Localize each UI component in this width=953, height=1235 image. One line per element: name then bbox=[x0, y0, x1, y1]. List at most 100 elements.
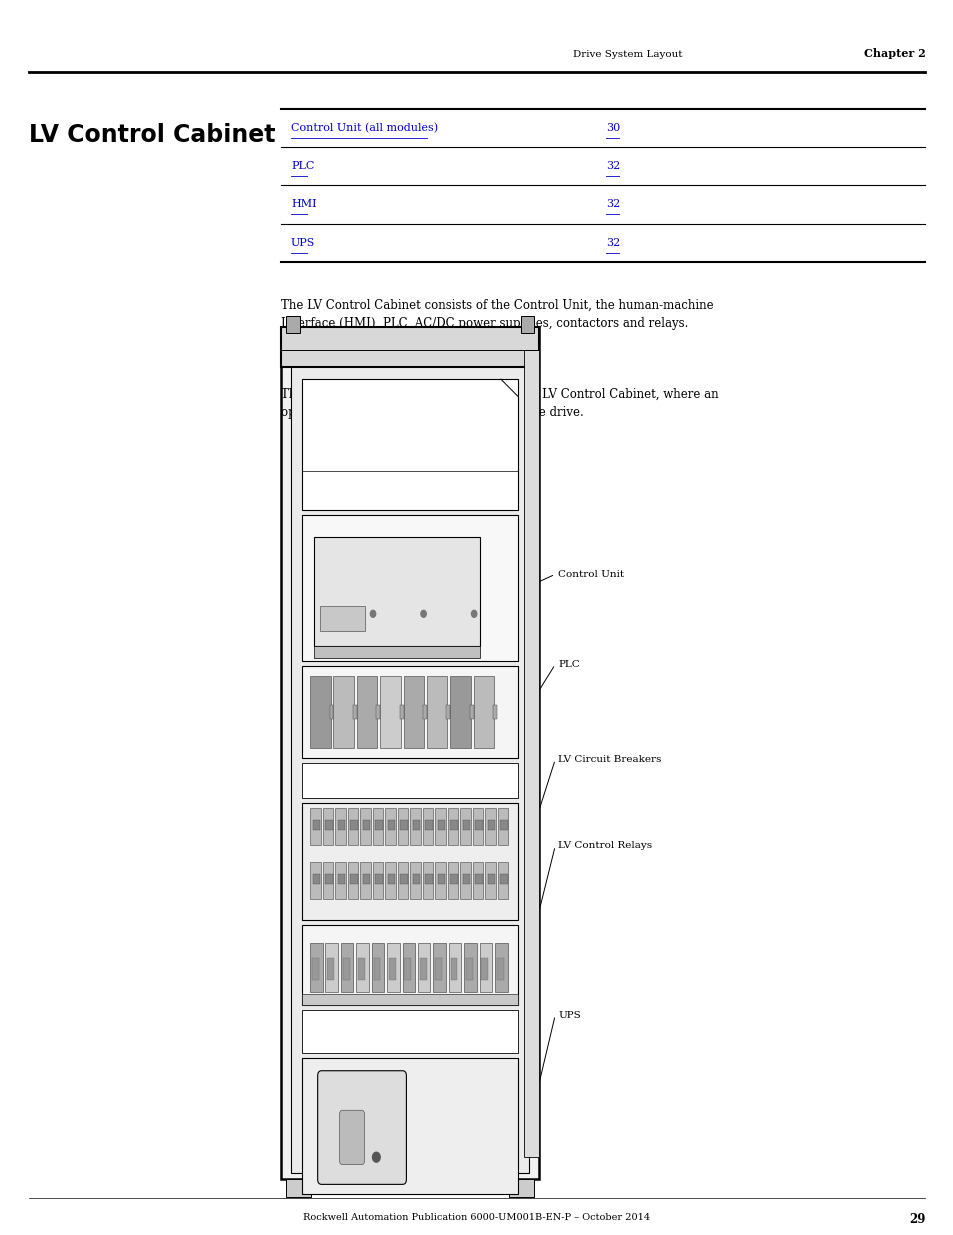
Text: HMI: HMI bbox=[291, 199, 316, 210]
Bar bbox=[497, 958, 503, 981]
Bar bbox=[302, 1058, 517, 1194]
Bar bbox=[373, 808, 383, 845]
Bar bbox=[485, 862, 496, 899]
Bar bbox=[419, 958, 426, 981]
Bar bbox=[520, 316, 534, 333]
Bar bbox=[353, 704, 356, 719]
FancyBboxPatch shape bbox=[339, 1110, 364, 1165]
Text: 32: 32 bbox=[605, 161, 619, 172]
Bar bbox=[413, 820, 419, 830]
Bar bbox=[422, 808, 433, 845]
Bar bbox=[335, 862, 345, 899]
Bar bbox=[375, 820, 382, 830]
Bar bbox=[340, 944, 353, 993]
Bar bbox=[372, 944, 384, 993]
Bar bbox=[425, 874, 433, 884]
Bar bbox=[509, 1179, 534, 1197]
Bar bbox=[286, 1179, 311, 1197]
Bar bbox=[347, 808, 358, 845]
Bar bbox=[310, 808, 320, 845]
Bar bbox=[447, 808, 457, 845]
Bar bbox=[385, 808, 395, 845]
Bar bbox=[337, 874, 345, 884]
Bar bbox=[523, 350, 538, 1157]
Bar bbox=[422, 704, 426, 719]
Bar bbox=[337, 820, 345, 830]
Bar bbox=[334, 676, 354, 748]
Bar bbox=[302, 666, 517, 758]
Bar bbox=[435, 808, 445, 845]
Bar bbox=[379, 676, 400, 748]
Bar bbox=[402, 944, 415, 993]
Bar bbox=[433, 944, 445, 993]
Circle shape bbox=[420, 610, 426, 618]
Bar bbox=[357, 958, 365, 981]
Bar bbox=[450, 820, 457, 830]
Bar bbox=[413, 874, 419, 884]
Bar bbox=[302, 379, 517, 510]
Bar bbox=[473, 808, 483, 845]
Bar bbox=[399, 874, 407, 884]
Bar bbox=[291, 340, 529, 1173]
Bar bbox=[375, 704, 379, 719]
Bar bbox=[310, 862, 320, 899]
Bar bbox=[359, 862, 371, 899]
Bar bbox=[387, 874, 395, 884]
Bar bbox=[487, 820, 495, 830]
Circle shape bbox=[370, 610, 375, 618]
Bar bbox=[462, 820, 470, 830]
Bar bbox=[355, 944, 369, 993]
Bar bbox=[397, 862, 408, 899]
Bar bbox=[362, 820, 370, 830]
Bar bbox=[473, 862, 483, 899]
Bar bbox=[481, 958, 488, 981]
Bar bbox=[417, 944, 430, 993]
Bar bbox=[422, 862, 433, 899]
Bar bbox=[319, 606, 365, 631]
Bar bbox=[325, 874, 333, 884]
Bar bbox=[302, 1010, 517, 1053]
Bar bbox=[310, 944, 322, 993]
Bar bbox=[329, 704, 334, 719]
Text: Chapter 2: Chapter 2 bbox=[862, 48, 924, 59]
Bar bbox=[389, 958, 395, 981]
Bar bbox=[302, 803, 517, 920]
Bar bbox=[464, 944, 476, 993]
Bar bbox=[493, 704, 497, 719]
Bar bbox=[435, 958, 441, 981]
Bar bbox=[485, 808, 496, 845]
Text: LV Circuit Breakers: LV Circuit Breakers bbox=[558, 755, 660, 764]
Bar bbox=[450, 676, 470, 748]
Bar bbox=[387, 944, 399, 993]
Bar bbox=[373, 862, 383, 899]
Bar bbox=[462, 874, 470, 884]
Bar bbox=[350, 874, 357, 884]
Bar bbox=[335, 808, 345, 845]
Bar bbox=[359, 808, 371, 845]
Bar bbox=[281, 327, 538, 367]
Text: PLC: PLC bbox=[558, 659, 579, 669]
Bar bbox=[437, 874, 445, 884]
Bar bbox=[342, 958, 349, 981]
Bar bbox=[356, 676, 376, 748]
Bar bbox=[437, 820, 445, 830]
Text: 32: 32 bbox=[605, 237, 619, 248]
Bar bbox=[327, 958, 334, 981]
Bar bbox=[450, 958, 457, 981]
Text: UPS: UPS bbox=[291, 237, 315, 248]
Text: 30: 30 bbox=[605, 122, 619, 133]
Bar bbox=[410, 862, 420, 899]
Bar bbox=[325, 944, 337, 993]
Bar bbox=[475, 820, 482, 830]
Text: PLC: PLC bbox=[291, 161, 314, 172]
Bar bbox=[399, 820, 407, 830]
Bar bbox=[446, 704, 450, 719]
Text: 32: 32 bbox=[605, 199, 619, 210]
Bar bbox=[426, 676, 447, 748]
Bar bbox=[435, 862, 445, 899]
Bar bbox=[322, 862, 333, 899]
Text: Rockwell Automation Publication 6000-UM001B-EN-P – October 2014: Rockwell Automation Publication 6000-UM0… bbox=[303, 1213, 650, 1221]
Bar bbox=[325, 820, 333, 830]
Text: UPS: UPS bbox=[558, 1010, 580, 1020]
Bar bbox=[475, 874, 482, 884]
